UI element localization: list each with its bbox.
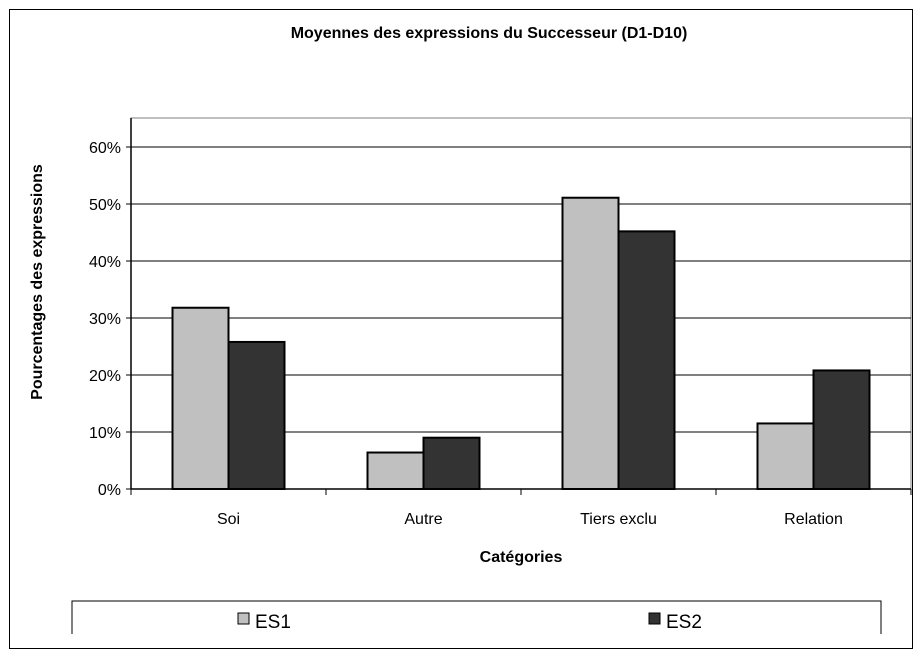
y-axis-title: Pourcentages des expressions	[29, 164, 46, 400]
y-tick-label: 40%	[89, 254, 121, 271]
bar-es2-1	[422, 436, 481, 491]
legend-label-es1: ES1	[255, 612, 291, 633]
axes	[130, 118, 912, 495]
legend-label-es2: ES2	[666, 612, 702, 633]
y-tick-label: 50%	[89, 197, 121, 214]
y-tick-label: 20%	[89, 368, 121, 385]
bar-es2-0	[227, 340, 286, 490]
bar-chart: Moyennes des expressions du Successeur (…	[29, 25, 912, 634]
y-tick-label: 30%	[89, 311, 121, 328]
x-tick-label: Soi	[217, 511, 240, 528]
legend: ES1 ES2	[71, 600, 882, 634]
y-tick-label: 60%	[89, 140, 121, 157]
x-tick-label: Autre	[404, 511, 442, 528]
bar-es1-2	[561, 196, 620, 490]
y-tick-labels: 0% 10% 20% 30% 40% 50% 60%	[89, 140, 121, 499]
x-axis-title: Catégories	[480, 549, 563, 566]
legend-swatch-es1	[237, 612, 250, 625]
bars	[171, 196, 871, 491]
y-tick-label: 0%	[98, 482, 121, 499]
y-tick-label: 10%	[89, 425, 121, 442]
bar-es2-3	[812, 369, 871, 490]
legend-box	[71, 600, 882, 634]
bar-es2-2	[617, 230, 676, 491]
bar-es1-3	[756, 422, 815, 491]
legend-swatch-es2	[648, 612, 661, 625]
bar-es1-1	[366, 451, 425, 490]
chart-title: Moyennes des expressions du Successeur (…	[291, 25, 688, 42]
bar-es1-0	[171, 306, 230, 490]
x-tick-label: Tiers exclu	[580, 511, 657, 528]
x-tick-labels: Soi Autre Tiers exclu Relation	[217, 511, 843, 528]
x-tick-label: Relation	[784, 511, 843, 528]
